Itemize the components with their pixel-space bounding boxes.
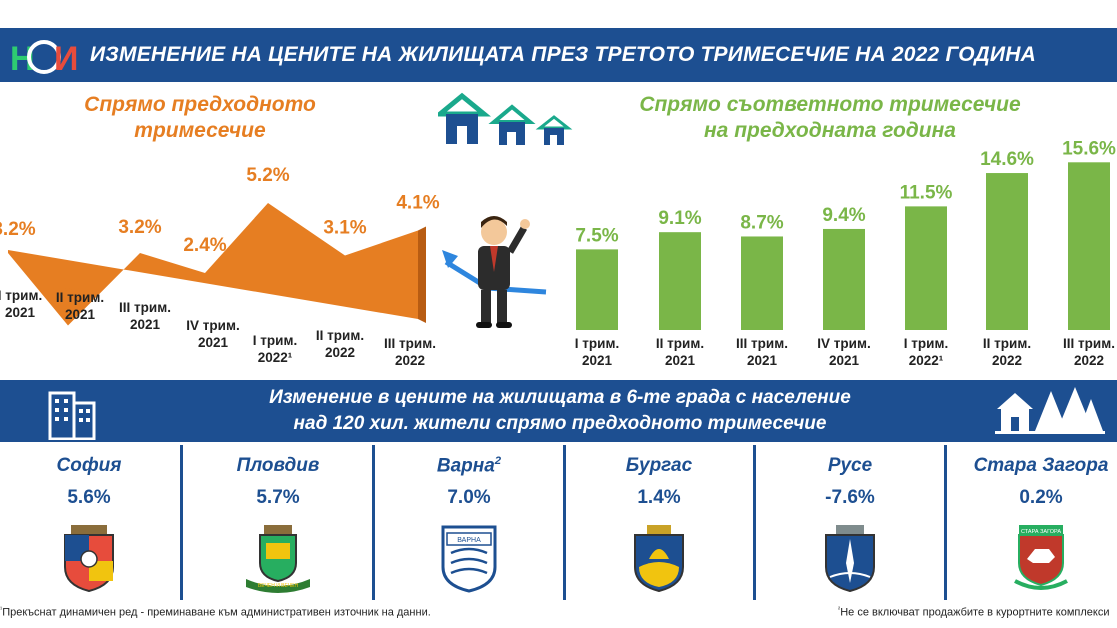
right-title-line2: на предходната година	[704, 119, 956, 142]
city-value: 5.7%	[256, 487, 300, 508]
house-trees-icon	[995, 387, 1105, 434]
bar	[576, 249, 618, 330]
bar	[1068, 162, 1110, 330]
left-title-line1: Спрямо предходното	[84, 93, 316, 116]
city-divider	[753, 445, 756, 600]
city-value: -7.6%	[825, 487, 875, 508]
data-label: 3.1%	[323, 218, 366, 239]
data-label: 3.2%	[118, 217, 161, 238]
city-card-burgas: Бургас 1.4%	[564, 445, 754, 600]
city-divider	[180, 445, 183, 600]
footnote-1: ¹Прекъснат динамичен ред - преминаване к…	[0, 606, 520, 619]
data-label: 5.2%	[246, 165, 289, 186]
ruse-crest-icon	[825, 525, 875, 593]
area-series-shape	[8, 203, 418, 326]
area-side-shape	[418, 226, 426, 323]
x-tick-label: III трим. 2022	[384, 336, 436, 368]
burgas-crest-icon	[634, 525, 684, 593]
bar-chart: 7.5% 9.1% 8.7% 9.4% 11.5% 14.6% 15.6% I трим. 2…	[575, 138, 1116, 368]
city-value: 7.0%	[447, 487, 491, 508]
data-label: 15.6%	[1062, 138, 1116, 159]
sofia-crest-icon	[64, 525, 114, 593]
plovdiv-motto: ВЕЧЕН И ВЕЧЕН	[258, 583, 299, 589]
bar	[905, 206, 947, 330]
x-tick-label: IV трим. 2021	[817, 336, 870, 368]
bar	[741, 236, 783, 330]
data-label: 8.7%	[740, 212, 783, 233]
area-chart: 3.2% 0.3% 3.2% 2.4% 5.2% 3.1% 4.1% I трим.2021…	[0, 165, 440, 368]
x-tick-label: III трим. 2021	[736, 336, 788, 368]
city-name-text: Варна	[436, 455, 495, 477]
x-tick-label: IV трим. 2021	[186, 318, 239, 350]
stara-zagora-crest-text: СТАРА ЗАГОРА	[1021, 529, 1061, 535]
right-title-line1: Спрямо съответното тримесечие	[639, 93, 1021, 116]
bar	[986, 173, 1028, 330]
data-label: 14.6%	[980, 149, 1034, 170]
right-chart-title: Спрямо съответното тримесечие на предход…	[580, 92, 1080, 144]
stara-zagora-crest-icon: СТАРА ЗАГОРА	[1014, 525, 1068, 590]
banner-line1: Изменение в цените на жилищата в 6-те гр…	[269, 387, 851, 408]
city-value: 0.2%	[1019, 487, 1063, 508]
banner-title: Изменение в цените на жилищата в 6-те гр…	[170, 385, 950, 437]
data-label: 0.3%	[46, 286, 89, 307]
x-tick-label: III трим. 2021	[119, 300, 171, 332]
city-name: София	[56, 455, 122, 476]
city-value: 5.6%	[67, 487, 111, 508]
bar	[659, 232, 701, 330]
city-divider	[944, 445, 947, 600]
data-label: 2.4%	[183, 235, 226, 256]
footnote-2: ²Не се включват продажбите в курортните …	[838, 606, 1117, 619]
city-card-plovdiv: Пловдив 5.7% ВЕЧЕН И ВЕЧЕН	[183, 445, 373, 600]
city-name: Стара Загора	[973, 455, 1109, 476]
varna-crest-text: ВАРНА	[457, 537, 481, 544]
x-tick-label: II трим. 2022	[983, 336, 1031, 368]
bar	[823, 228, 865, 330]
data-label: 9.4%	[822, 205, 865, 226]
varna-crest-icon: ВАРНА	[441, 525, 497, 593]
left-chart-title: Спрямо предходното тримесечие	[40, 92, 360, 144]
x-tick-label: II трим. 2021	[56, 290, 104, 322]
nsi-logo-icon: Н И	[10, 40, 78, 78]
left-title-line2: тримесечие	[134, 119, 266, 142]
data-label: 7.5%	[575, 225, 618, 246]
x-tick-label: I трим. 2022¹	[904, 336, 948, 368]
city-divider	[372, 445, 375, 600]
city-value: 1.4%	[637, 487, 681, 508]
cities-banner	[0, 380, 1117, 442]
building-icon	[48, 391, 96, 440]
header-bar	[0, 28, 1117, 82]
x-tick-label: II трим. 2021	[656, 336, 704, 368]
city-name: Варна2	[374, 455, 564, 477]
footnote-1-text: Прекъснат динамичен ред - преминаване къ…	[2, 606, 431, 619]
plovdiv-crest-icon: ВЕЧЕН И ВЕЧЕН	[246, 525, 310, 593]
x-tick-label: I трим. 2022¹	[253, 333, 297, 365]
banner-line2: над 120 хил. жители спрямо предходното т…	[293, 413, 827, 434]
svg-text:И: И	[54, 40, 78, 78]
data-label: 9.1%	[658, 208, 701, 229]
city-card-sofia: София 5.6%	[0, 445, 184, 600]
page-title: ИЗМЕНЕНИЕ НА ЦЕНИТЕ НА ЖИЛИЩАТА ПРЕЗ ТРЕ…	[90, 43, 1036, 66]
footnote-1-mark: ¹	[0, 606, 3, 613]
city-card-ruse: Русе -7.6%	[755, 445, 945, 600]
city-card-varna: Варна2 7.0% ВАРНА	[374, 445, 564, 600]
city-name: Бургас	[625, 455, 693, 476]
houses-icon	[438, 92, 573, 145]
x-tick-label: I трим. 2021	[0, 288, 42, 320]
x-tick-label: I трим. 2021	[575, 336, 619, 368]
city-name: Русе	[827, 455, 873, 476]
city-name: Пловдив	[236, 455, 320, 476]
city-card-stara-zagora: Стара Загора 0.2% СТАРА ЗАГОРА	[946, 445, 1117, 600]
footnote-2-mark: ²	[838, 606, 841, 613]
data-label: 4.1%	[396, 193, 439, 214]
data-label: 3.2%	[0, 219, 36, 240]
city-divider	[563, 445, 566, 600]
data-label: 11.5%	[900, 182, 953, 203]
footnote-mark: 2	[494, 455, 502, 467]
footnote-2-text: Не се включват продажбите в курортните к…	[840, 606, 1110, 619]
x-tick-label: III трим. 2022	[1063, 336, 1115, 368]
businessman-icon	[442, 216, 547, 328]
x-tick-label: II трим. 2022	[316, 328, 364, 360]
